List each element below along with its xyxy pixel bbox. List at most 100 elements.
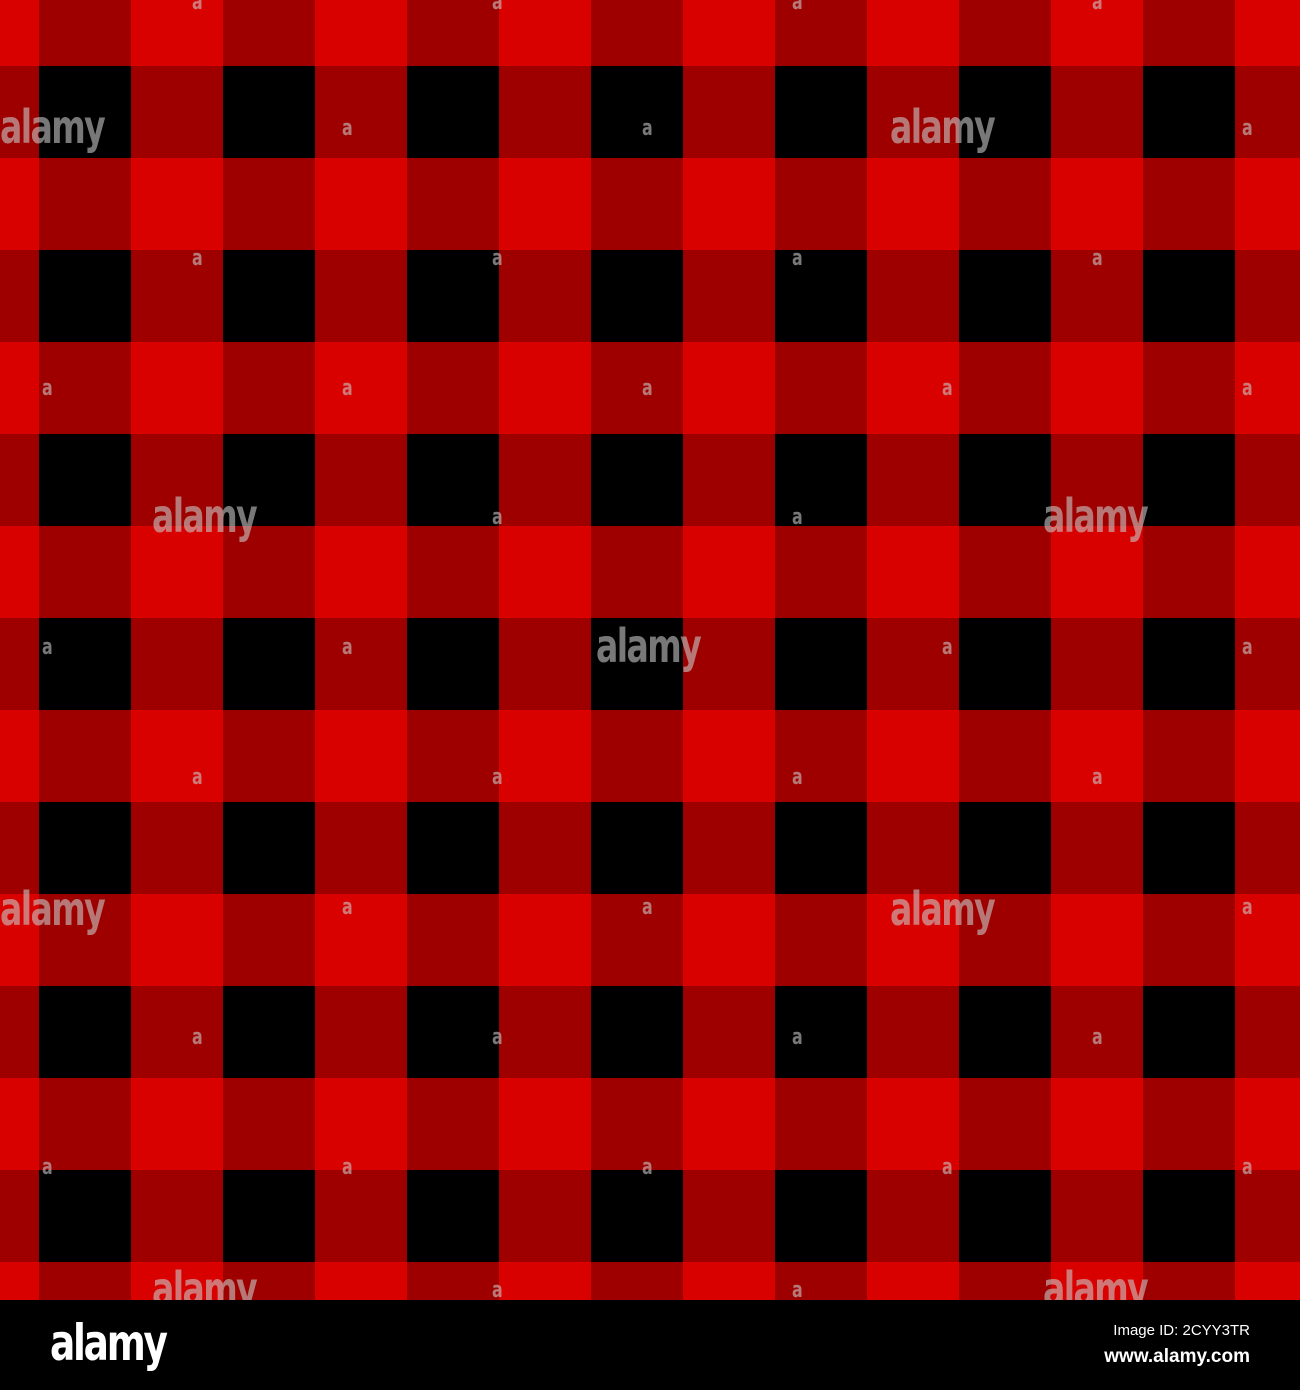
plaid-cell	[407, 526, 499, 618]
plaid-cell	[867, 710, 959, 802]
plaid-cell	[959, 526, 1051, 618]
plaid-cell	[0, 986, 39, 1078]
plaid-cell	[223, 526, 315, 618]
watermark-small: a	[1242, 895, 1253, 920]
plaid-cell	[1051, 526, 1143, 618]
plaid-cell	[1051, 1170, 1143, 1262]
watermark-small: a	[492, 246, 503, 271]
watermark-small: a	[342, 1155, 353, 1180]
plaid-cell	[407, 158, 499, 250]
plaid-cell	[407, 250, 499, 342]
plaid-cell	[1143, 250, 1235, 342]
plaid-cell	[131, 158, 223, 250]
plaid-cell	[0, 618, 39, 710]
plaid-cell	[1235, 986, 1300, 1078]
plaid-cell	[1235, 1170, 1300, 1262]
plaid-cell	[1235, 0, 1300, 66]
watermark-small: a	[192, 0, 203, 15]
plaid-cell	[315, 710, 407, 802]
watermark-small: a	[192, 246, 203, 271]
plaid-cell	[0, 710, 39, 802]
plaid-cell	[1051, 0, 1143, 66]
plaid-cell	[315, 986, 407, 1078]
plaid-cell	[775, 66, 867, 158]
plaid-cell	[0, 526, 39, 618]
plaid-cell	[775, 1262, 867, 1300]
plaid-cell	[39, 802, 131, 894]
watermark-small: a	[492, 765, 503, 790]
plaid-cell	[499, 434, 591, 526]
plaid-cell	[959, 434, 1051, 526]
plaid-cell	[315, 1078, 407, 1170]
plaid-cell	[775, 1170, 867, 1262]
plaid-cell	[0, 434, 39, 526]
plaid-cell	[131, 1078, 223, 1170]
plaid-cell	[131, 526, 223, 618]
plaid-cell	[0, 250, 39, 342]
plaid-cell	[683, 1078, 775, 1170]
plaid-cell	[499, 894, 591, 986]
plaid-cell	[1143, 1262, 1235, 1300]
plaid-cell	[1051, 250, 1143, 342]
watermark: alamy	[890, 100, 996, 154]
watermark-small: a	[1242, 376, 1253, 401]
plaid-cell	[683, 434, 775, 526]
plaid-cell	[1143, 618, 1235, 710]
plaid-cell	[315, 158, 407, 250]
plaid-cell	[223, 710, 315, 802]
plaid-cell	[591, 66, 683, 158]
plaid-cell	[499, 158, 591, 250]
plaid-cell	[1051, 1078, 1143, 1170]
plaid-cell	[591, 434, 683, 526]
plaid-cell	[407, 434, 499, 526]
plaid-cell	[499, 618, 591, 710]
plaid-cell	[591, 158, 683, 250]
watermark-small: a	[192, 1025, 203, 1050]
plaid-cell	[1051, 802, 1143, 894]
watermark-small: a	[1242, 116, 1253, 141]
plaid-cell	[683, 1262, 775, 1300]
plaid-cell	[867, 1078, 959, 1170]
plaid-cell	[223, 158, 315, 250]
plaid-cell	[1143, 986, 1235, 1078]
plaid-cell	[1051, 434, 1143, 526]
plaid-cell	[0, 1170, 39, 1262]
plaid-cell	[775, 526, 867, 618]
plaid-cell	[683, 0, 775, 66]
plaid-cell	[775, 434, 867, 526]
plaid-cell	[1235, 1078, 1300, 1170]
watermark-small: a	[42, 376, 53, 401]
watermark: alamy	[1043, 489, 1149, 543]
plaid-cell	[1051, 1262, 1143, 1300]
plaid-cell	[959, 342, 1051, 434]
watermark-small: a	[192, 765, 203, 790]
plaid-cell	[223, 250, 315, 342]
plaid-cell	[407, 0, 499, 66]
alamy-logo: alamy	[50, 1314, 168, 1372]
plaid-cell	[1051, 342, 1143, 434]
plaid-cell	[131, 618, 223, 710]
plaid-cell	[775, 894, 867, 986]
plaid-cell	[1051, 158, 1143, 250]
watermark-small: a	[1242, 1155, 1253, 1180]
watermark-small: a	[342, 116, 353, 141]
plaid-cell	[1235, 802, 1300, 894]
plaid-cell	[1235, 618, 1300, 710]
plaid-cell	[39, 158, 131, 250]
plaid-cell	[867, 250, 959, 342]
plaid-cell	[1143, 66, 1235, 158]
plaid-cell	[959, 250, 1051, 342]
plaid-cell	[0, 0, 39, 66]
plaid-cell	[1051, 894, 1143, 986]
watermark-small: a	[642, 895, 653, 920]
plaid-cell	[315, 618, 407, 710]
watermark-small: a	[792, 246, 803, 271]
watermark: alamy	[152, 489, 258, 543]
plaid-cell	[591, 618, 683, 710]
plaid-cell	[959, 1078, 1051, 1170]
plaid-cell	[499, 1078, 591, 1170]
plaid-cell	[867, 158, 959, 250]
plaid-cell	[223, 802, 315, 894]
plaid-cell	[315, 342, 407, 434]
